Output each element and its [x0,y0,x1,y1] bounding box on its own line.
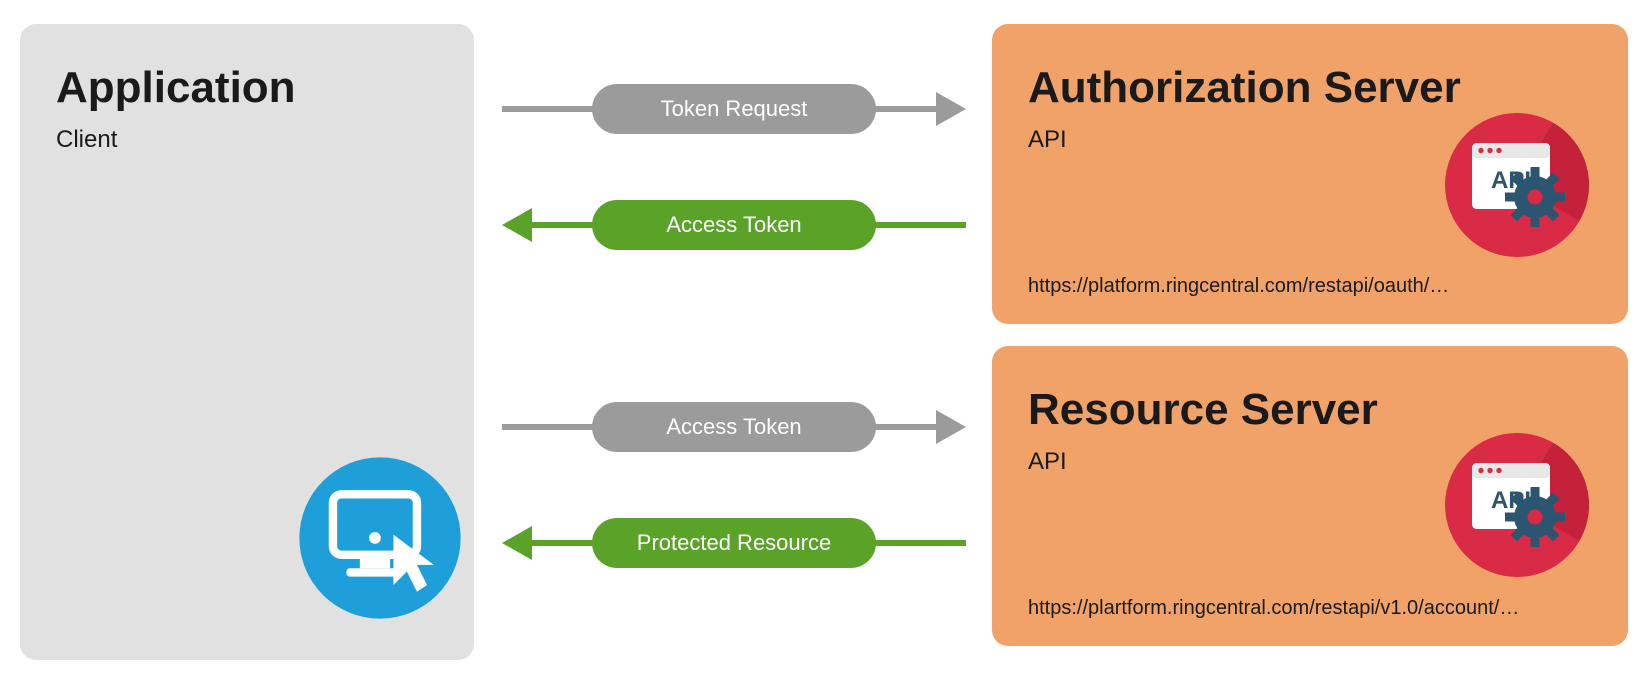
arrow-head-icon [936,92,966,126]
arrow-label-pill: Access Token [592,200,876,250]
resource-server-box: Resource Server API https://plartform.ri… [992,346,1628,646]
application-client-box: Application Client [20,24,474,660]
api-gear-icon: API [1442,430,1592,580]
arrow-head-icon [502,208,532,242]
auth-server-url: https://platform.ringcentral.com/restapi… [1028,275,1592,298]
arrow-protected-resource: Protected Resource [502,518,966,568]
api-gear-icon: API [1442,110,1592,260]
arrow-head-icon [936,410,966,444]
arrow-access-token-response: Access Token [502,200,966,250]
resource-server-title: Resource Server [1028,386,1592,434]
arrow-label-text: Protected Resource [637,530,831,556]
arrow-label-pill: Access Token [592,402,876,452]
arrow-token-request: Token Request [502,84,966,134]
authorization-server-box: Authorization Server API https://platfor… [992,24,1628,324]
arrow-head-icon [502,526,532,560]
arrow-label-text: Token Request [661,96,808,122]
auth-server-title: Authorization Server [1028,64,1592,112]
arrow-label-pill: Token Request [592,84,876,134]
application-title: Application [56,64,438,112]
resource-server-url: https://plartform.ringcentral.com/restap… [1028,597,1592,620]
application-subtitle: Client [56,126,438,154]
arrow-access-token-request: Access Token [502,402,966,452]
arrow-label-text: Access Token [666,414,801,440]
arrow-label-pill: Protected Resource [592,518,876,568]
monitor-cursor-icon [296,454,464,622]
arrow-label-text: Access Token [666,212,801,238]
